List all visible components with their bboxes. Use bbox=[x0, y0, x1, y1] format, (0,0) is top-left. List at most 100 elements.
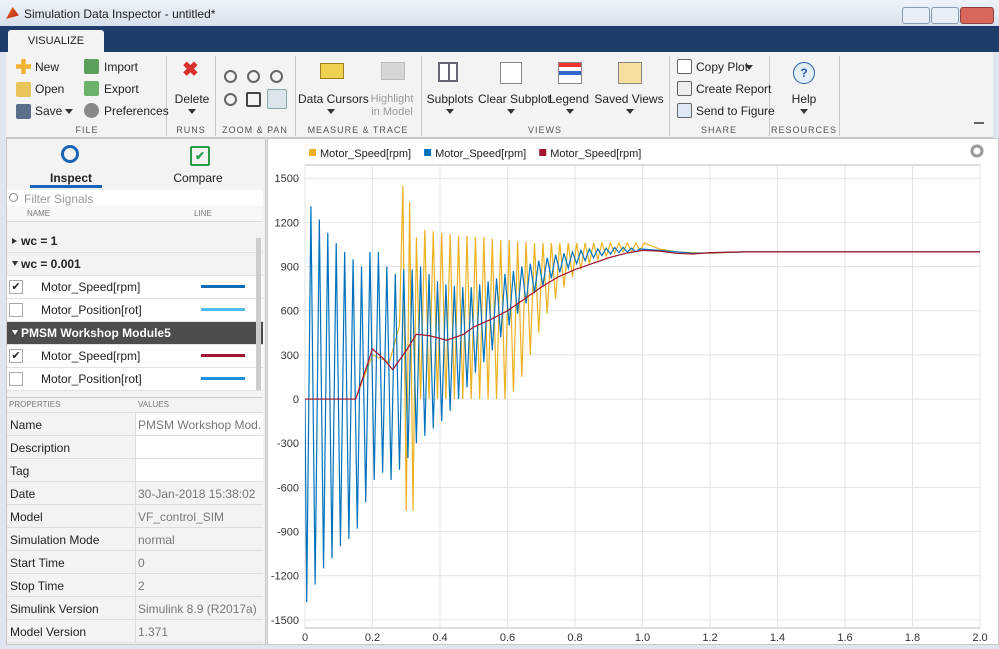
y-tick-label: -1500 bbox=[271, 615, 299, 627]
saved-views-button[interactable]: Saved Views bbox=[594, 92, 664, 106]
column-header: NAME bbox=[27, 209, 51, 218]
property-name-cell bbox=[7, 528, 136, 551]
zoom-out-icon[interactable] bbox=[224, 93, 237, 106]
property-name: Stop Time bbox=[10, 579, 65, 593]
filter-box[interactable] bbox=[7, 190, 263, 206]
checkbox[interactable]: ✔ bbox=[9, 280, 23, 294]
open-button[interactable]: Open bbox=[35, 82, 65, 96]
property-value-cell bbox=[136, 413, 263, 436]
help-icon: ? bbox=[793, 62, 815, 84]
property-name-cell bbox=[7, 597, 136, 620]
dropdown-arrow bbox=[65, 109, 73, 114]
highlight-button[interactable]: Highlight in Model bbox=[370, 93, 414, 118]
checkbox[interactable] bbox=[9, 303, 23, 317]
separator bbox=[421, 56, 422, 136]
y-tick-label: -600 bbox=[277, 482, 299, 494]
x-tick-label: 1.4 bbox=[770, 632, 785, 643]
property-name-cell bbox=[7, 551, 136, 574]
signal-row[interactable]: ✔ Motor_Speed[rpm] bbox=[7, 345, 263, 368]
group-label: ZOOM & PAN bbox=[222, 125, 288, 135]
column-header: VALUES bbox=[138, 400, 169, 409]
property-value-cell bbox=[136, 528, 263, 551]
delete-button[interactable]: Delete bbox=[174, 92, 210, 106]
property-value-cell bbox=[136, 597, 263, 620]
window-title: Simulation Data Inspector - untitled* bbox=[24, 7, 216, 21]
x-tick-label: 0.8 bbox=[567, 632, 582, 643]
cursor-icon[interactable] bbox=[267, 89, 287, 109]
export-button[interactable]: Export bbox=[104, 82, 139, 96]
copy-plot-icon bbox=[677, 59, 692, 74]
signal-tree: wc = 1 wc = 0.001 ✔ Motor_Speed[rpm] Motor_P… bbox=[7, 230, 263, 392]
property-value: 0 bbox=[138, 556, 145, 570]
create-report-button[interactable]: Create Report bbox=[696, 82, 772, 96]
inspect-tab[interactable]: Inspect bbox=[49, 171, 92, 185]
data-cursors-button[interactable]: Data Cursors bbox=[298, 92, 369, 106]
legend-button[interactable]: Legend bbox=[548, 92, 590, 106]
minimize-button[interactable] bbox=[902, 7, 930, 24]
save-button[interactable]: Save bbox=[35, 104, 63, 118]
tab-strip bbox=[0, 26, 999, 52]
property-value: normal bbox=[138, 533, 175, 547]
line-swatch bbox=[201, 308, 245, 311]
property-name-cell bbox=[7, 413, 136, 436]
highlight-icon bbox=[381, 62, 405, 80]
collapse-ribbon[interactable] bbox=[974, 122, 984, 132]
property-value: PMSM Workshop Mod... bbox=[138, 418, 262, 432]
property-name: Model bbox=[10, 510, 43, 524]
ribbon-tab[interactable]: VISUALIZE bbox=[8, 30, 104, 52]
property-value: Simulink 8.9 (R2017a) bbox=[138, 602, 257, 616]
line-swatch bbox=[201, 377, 245, 380]
x-tick-label: 1.2 bbox=[702, 632, 717, 643]
property-name-cell bbox=[7, 459, 136, 482]
send-to-figure-button[interactable]: Send to Figure bbox=[696, 104, 775, 118]
property-name: Description bbox=[10, 441, 71, 455]
fit-icon[interactable] bbox=[246, 92, 261, 107]
line-swatch bbox=[201, 285, 245, 288]
saved-views-icon bbox=[618, 62, 642, 84]
property-name-cell bbox=[7, 574, 136, 597]
property-name-cell bbox=[7, 620, 136, 643]
subplots-button[interactable]: Subplots bbox=[426, 92, 474, 106]
zoom-x-icon[interactable] bbox=[247, 70, 260, 83]
separator bbox=[839, 56, 840, 136]
run-row[interactable]: PMSM Workshop Module5 bbox=[7, 322, 263, 345]
preferences-button[interactable]: Preferences bbox=[104, 104, 169, 118]
checkbox[interactable]: ✔ bbox=[9, 349, 23, 363]
properties-table: Name PMSM Workshop Mod... Description Tag Da… bbox=[7, 413, 263, 643]
tree-header bbox=[7, 207, 263, 222]
x-tick-label: 1.0 bbox=[635, 632, 650, 643]
dropdown-arrow bbox=[188, 109, 196, 114]
signal-row[interactable]: Motor_Position[rot] bbox=[7, 368, 263, 391]
help-button[interactable]: Help bbox=[791, 92, 817, 106]
run-name: wc = 1 bbox=[21, 234, 58, 248]
chart: -1500 -1200 -900 -600 -300 0 300 600 900 1200 1500… bbox=[271, 144, 988, 643]
checkbox[interactable] bbox=[9, 372, 23, 386]
settings-icon[interactable] bbox=[970, 144, 984, 158]
signal-row[interactable]: Motor_Position[rot] bbox=[7, 299, 263, 322]
separator bbox=[166, 56, 167, 136]
zoom-y-icon[interactable] bbox=[270, 70, 283, 83]
scrollbar[interactable] bbox=[256, 238, 261, 390]
new-button[interactable]: New bbox=[35, 60, 60, 74]
property-value-cell bbox=[136, 620, 263, 643]
maximize-button[interactable] bbox=[931, 7, 959, 24]
copy-plot-button[interactable]: Copy Plot bbox=[696, 60, 749, 74]
zoom-in-icon[interactable] bbox=[224, 70, 237, 83]
inspect-icon bbox=[61, 145, 79, 163]
signal-name: Motor_Position[rot] bbox=[41, 303, 142, 317]
data-cursors-icon bbox=[320, 63, 344, 79]
run-row[interactable]: wc = 1 bbox=[7, 230, 263, 253]
import-button[interactable]: Import bbox=[104, 60, 139, 74]
preferences-icon bbox=[84, 103, 99, 118]
compare-tab[interactable]: Compare bbox=[173, 171, 223, 185]
clear-subplot-button[interactable]: Clear Subplot bbox=[478, 92, 551, 106]
legend-label: Motor_Speed[rpm] bbox=[435, 148, 526, 160]
compare-icon: ✔ bbox=[190, 146, 210, 166]
properties-header bbox=[7, 397, 263, 413]
run-row[interactable]: wc = 0.001 bbox=[7, 253, 263, 276]
signal-row[interactable]: ✔ Motor_Speed[rpm] bbox=[7, 276, 263, 299]
close-button[interactable] bbox=[960, 7, 994, 24]
y-tick-label: -1200 bbox=[271, 571, 299, 583]
legend-swatch bbox=[309, 149, 316, 156]
